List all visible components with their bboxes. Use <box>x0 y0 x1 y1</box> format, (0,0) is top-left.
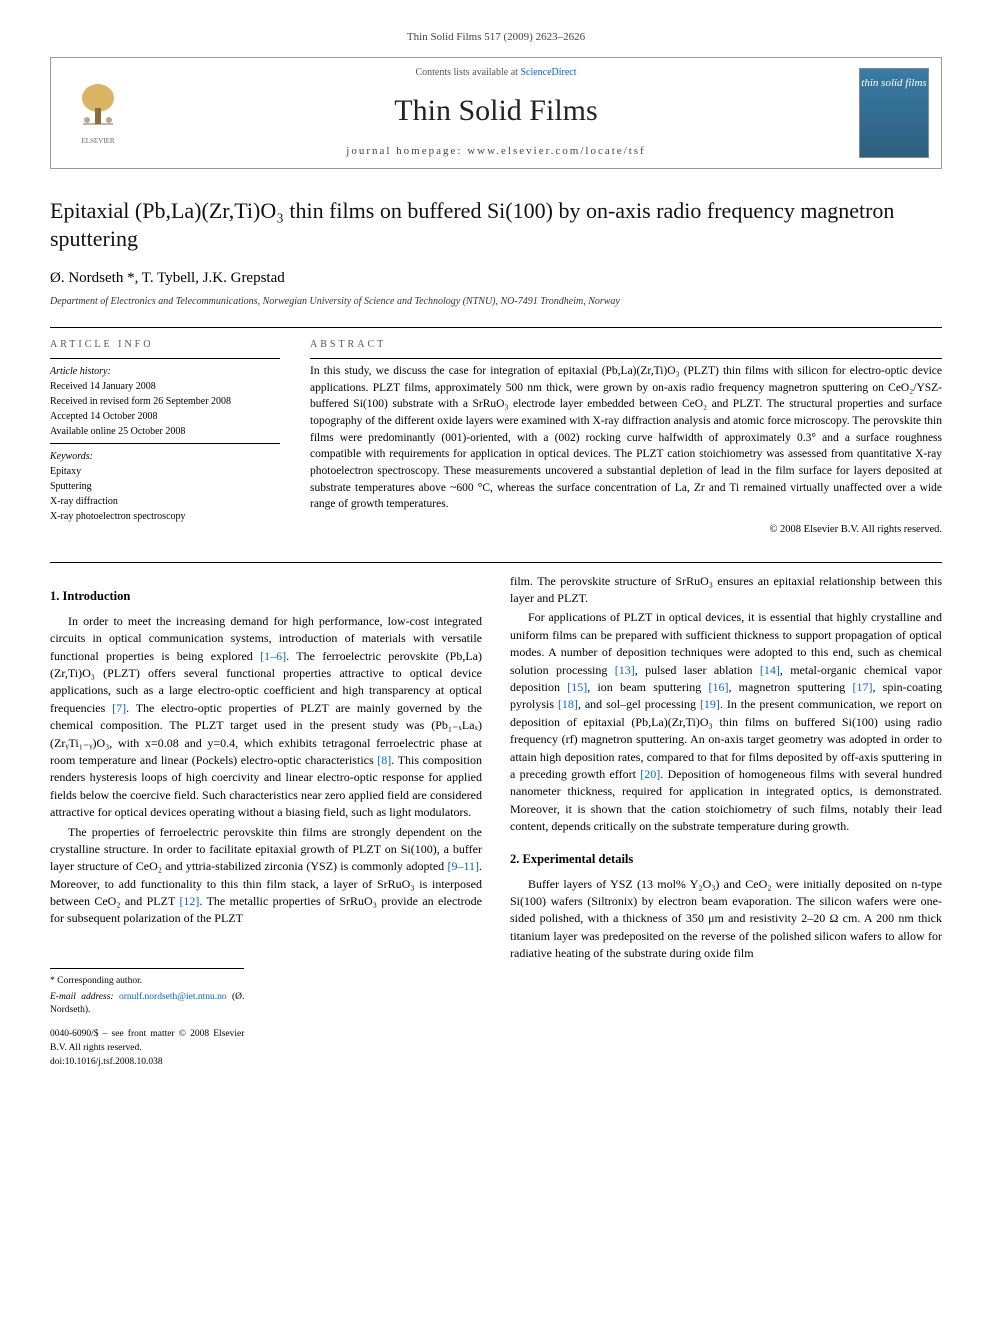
section-heading-introduction: 1. Introduction <box>50 587 482 605</box>
contents-line: Contents lists available at ScienceDirec… <box>133 66 859 80</box>
abstract-heading: ABSTRACT <box>310 338 942 352</box>
history-item: Accepted 14 October 2008 <box>50 410 280 424</box>
keyword-item: Sputtering <box>50 480 280 494</box>
corresponding-footer: * Corresponding author. E-mail address: … <box>50 968 244 1070</box>
abstract-text: In this study, we discuss the case for i… <box>310 363 942 513</box>
page-citation: Thin Solid Films 517 (2009) 2623–2626 <box>50 30 942 45</box>
history-item: Available online 25 October 2008 <box>50 425 280 439</box>
article-info-column: ARTICLE INFO Article history: Received 1… <box>50 338 280 538</box>
journal-name: Thin Solid Films <box>133 90 859 132</box>
body-two-columns: 1. Introduction In order to meet the inc… <box>50 573 942 1070</box>
journal-cover-thumbnail: thin solid films <box>859 68 929 158</box>
keyword-item: Epitaxy <box>50 465 280 479</box>
keyword-item: X-ray photoelectron spectroscopy <box>50 510 280 524</box>
elsevier-logo: ELSEVIER <box>63 73 133 153</box>
history-item: Received 14 January 2008 <box>50 380 280 394</box>
history-item: Received in revised form 26 September 20… <box>50 395 280 409</box>
divider <box>50 562 942 563</box>
info-abstract-row: ARTICLE INFO Article history: Received 1… <box>50 338 942 538</box>
contents-prefix: Contents lists available at <box>415 67 520 78</box>
article-title: Epitaxial (Pb,La)(Zr,Ti)O₃ thin films on… <box>50 197 942 254</box>
abstract-column: ABSTRACT In this study, we discuss the c… <box>310 338 942 538</box>
article-history-block: Article history: Received 14 January 200… <box>50 365 280 439</box>
history-label: Article history: <box>50 365 280 379</box>
body-paragraph: Buffer layers of YSZ (13 mol% Y₂O₃) and … <box>510 876 942 963</box>
doi-block: 0040-6090/$ – see front matter © 2008 El… <box>50 1028 244 1069</box>
section-heading-experimental: 2. Experimental details <box>510 850 942 868</box>
sciencedirect-link[interactable]: ScienceDirect <box>520 67 576 78</box>
homepage-url: www.elsevier.com/locate/tsf <box>467 145 646 157</box>
body-paragraph: In order to meet the increasing demand f… <box>50 613 482 822</box>
affiliation: Department of Electronics and Telecommun… <box>50 295 942 309</box>
elsevier-tree-icon <box>73 80 123 135</box>
keywords-label: Keywords: <box>50 450 280 464</box>
doi-line: doi:10.1016/j.tsf.2008.10.038 <box>50 1056 244 1070</box>
cover-thumb-text: thin solid films <box>861 77 926 89</box>
divider <box>50 327 942 328</box>
body-paragraph: film. The perovskite structure of SrRuO₃… <box>510 573 942 608</box>
article-info-heading: ARTICLE INFO <box>50 338 280 352</box>
journal-header-box: ELSEVIER Contents lists available at Sci… <box>50 57 942 168</box>
abstract-copyright: © 2008 Elsevier B.V. All rights reserved… <box>310 523 942 538</box>
keyword-item: X-ray diffraction <box>50 495 280 509</box>
body-paragraph: The properties of ferroelectric perovski… <box>50 824 482 928</box>
email-link[interactable]: ornulf.nordseth@iet.ntnu.no <box>119 992 227 1002</box>
email-line: E-mail address: ornulf.nordseth@iet.ntnu… <box>50 991 244 1019</box>
copyright-line: 0040-6090/$ – see front matter © 2008 El… <box>50 1028 244 1056</box>
journal-center-block: Contents lists available at ScienceDirec… <box>133 66 859 159</box>
journal-homepage: journal homepage: www.elsevier.com/locat… <box>133 144 859 159</box>
corresponding-author: * Corresponding author. <box>50 975 244 989</box>
homepage-prefix: journal homepage: <box>346 145 467 157</box>
body-paragraph: For applications of PLZT in optical devi… <box>510 609 942 835</box>
email-label: E-mail address: <box>50 992 119 1002</box>
authors: Ø. Nordseth *, T. Tybell, J.K. Grepstad <box>50 268 942 289</box>
keywords-block: Keywords: Epitaxy Sputtering X-ray diffr… <box>50 450 280 524</box>
elsevier-label: ELSEVIER <box>81 137 114 147</box>
